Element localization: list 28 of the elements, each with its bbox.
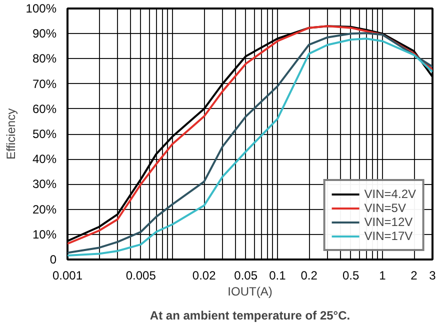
y-tick-label: 100% [26,2,57,16]
y-tick-label: 40% [32,152,57,166]
x-axis-title: IOUT(A) [228,284,272,298]
y-tick-label: 20% [32,202,57,216]
y-tick-label: 60% [32,102,57,116]
legend-label: VIN=12V [364,215,413,229]
legend-label: VIN=4.2V [364,187,416,201]
y-tick-label: 50% [32,127,57,141]
legend-label: VIN=17V [364,229,413,243]
x-tick-label: 0.005 [126,268,156,282]
y-tick-label: 30% [32,177,57,192]
y-tick-label: 80% [32,52,57,66]
x-tick-label: 0.05 [234,268,258,282]
x-tick-label: 0.1 [269,268,286,282]
x-tick-label: 0.02 [192,268,216,282]
y-tick-label: 10% [32,227,57,242]
x-tick-label: 0.5 [342,268,360,282]
x-tick-label: 3 [429,268,436,282]
y-tick-label: 90% [32,26,57,41]
y-tick-label: 70% [32,76,57,91]
y-tick-label: 0 [50,252,57,266]
text: At an ambient temperature of 25°C. [150,308,350,322]
x-tick-label: 1 [379,268,386,282]
legend-label: VIN=5V [364,201,406,215]
x-tick-label: 0.2 [300,268,318,282]
y-axis-title: Efficiency [4,108,18,160]
x-tick-label: 0.001 [52,268,83,282]
x-tick-label: 2 [410,268,418,282]
